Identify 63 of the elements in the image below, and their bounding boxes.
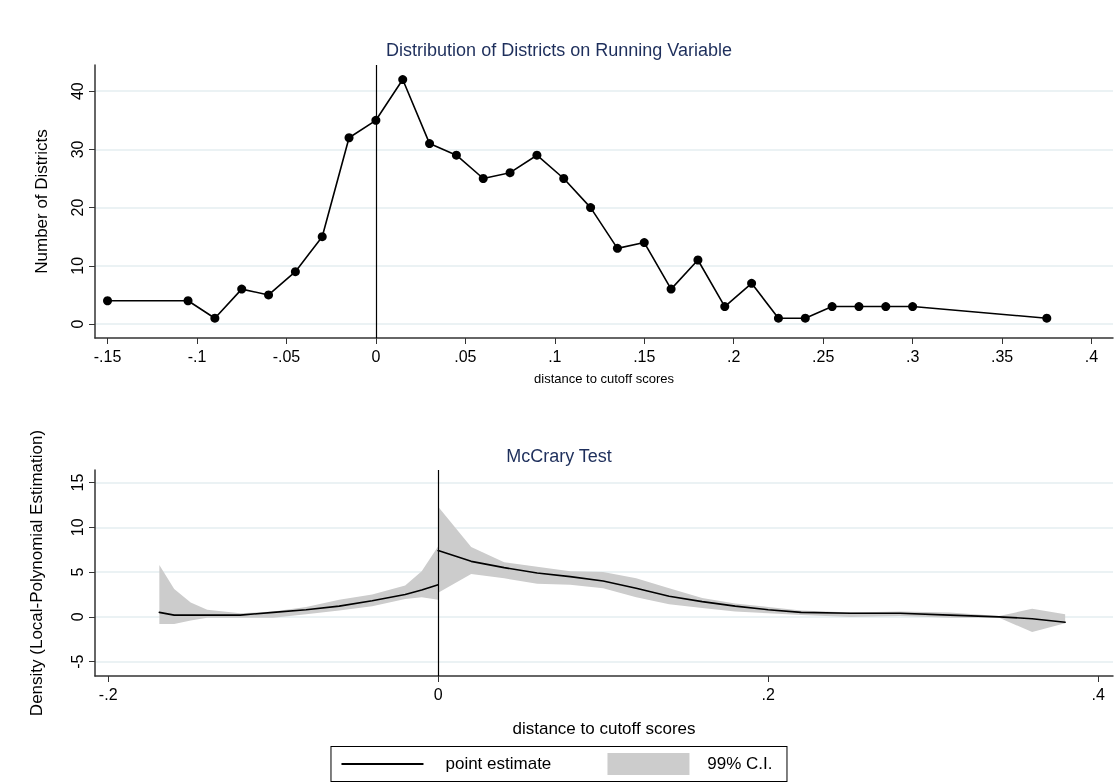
x-tick-label: 0 bbox=[433, 685, 443, 703]
point bbox=[559, 174, 569, 183]
text: 99% C.I. bbox=[707, 754, 773, 774]
point bbox=[183, 296, 193, 306]
point bbox=[800, 313, 810, 323]
point bbox=[532, 150, 542, 160]
point bbox=[237, 284, 247, 294]
point bbox=[908, 302, 918, 312]
point bbox=[773, 313, 783, 323]
y-tick-label: 40 bbox=[68, 82, 86, 101]
y-tick-label: 0 bbox=[68, 612, 86, 622]
point bbox=[854, 302, 864, 312]
y-tick-label: -5 bbox=[68, 654, 86, 669]
x-tick-label: -.05 bbox=[272, 347, 301, 365]
point bbox=[317, 232, 327, 242]
point bbox=[425, 139, 435, 149]
point bbox=[612, 243, 622, 253]
point bbox=[586, 203, 596, 213]
point bbox=[451, 150, 461, 160]
point bbox=[290, 267, 300, 277]
x-tick-label: -.15 bbox=[93, 347, 122, 365]
point bbox=[720, 302, 730, 312]
y-tick-label: 0 bbox=[68, 319, 86, 329]
y-tick-label: 20 bbox=[68, 198, 86, 217]
point bbox=[666, 284, 676, 294]
x-tick-label: .35 bbox=[990, 347, 1014, 365]
y-axis-title: Number of Districts bbox=[32, 129, 51, 274]
point bbox=[103, 296, 113, 306]
x-tick-label: -.2 bbox=[98, 685, 118, 703]
chart-title: Distribution of Districts on Running Variable bbox=[386, 40, 732, 60]
point bbox=[881, 302, 891, 312]
point bbox=[344, 133, 354, 143]
x-axis-title: distance to cutoff scores bbox=[512, 719, 696, 738]
x-tick-label: .2 bbox=[727, 347, 741, 365]
x-tick-label: -.1 bbox=[187, 347, 207, 365]
y-tick-label: 10 bbox=[68, 518, 86, 537]
point bbox=[1042, 313, 1052, 323]
point bbox=[747, 278, 757, 288]
x-axis-title: distance to cutoff scores bbox=[534, 371, 675, 386]
x-tick-label: .3 bbox=[905, 347, 920, 365]
point bbox=[505, 168, 515, 178]
x-tick-label: .2 bbox=[761, 685, 775, 703]
x-tick-label: .25 bbox=[812, 347, 835, 365]
x-tick-label: .05 bbox=[454, 347, 477, 365]
point bbox=[210, 313, 220, 323]
point bbox=[264, 290, 274, 300]
y-tick-label: 15 bbox=[68, 473, 86, 492]
x-tick-label: .1 bbox=[548, 347, 562, 365]
point bbox=[639, 238, 649, 248]
legend-label: point estimate bbox=[445, 754, 552, 774]
point bbox=[478, 174, 488, 183]
chart-title: McCrary Test bbox=[506, 446, 612, 466]
y-tick-label: 5 bbox=[68, 567, 86, 577]
point bbox=[693, 255, 703, 265]
x-tick-label: .15 bbox=[633, 347, 656, 365]
point bbox=[827, 302, 837, 312]
x-tick-label: 0 bbox=[371, 347, 381, 365]
y-tick-label: 10 bbox=[68, 256, 86, 275]
y-axis-title: Density (Local-Polynomial Estimation) bbox=[27, 429, 46, 717]
y-tick-label: 30 bbox=[68, 140, 86, 159]
point bbox=[398, 75, 408, 85]
x-tick-label: .4 bbox=[1091, 685, 1105, 703]
x-tick-label: .4 bbox=[1084, 347, 1099, 365]
